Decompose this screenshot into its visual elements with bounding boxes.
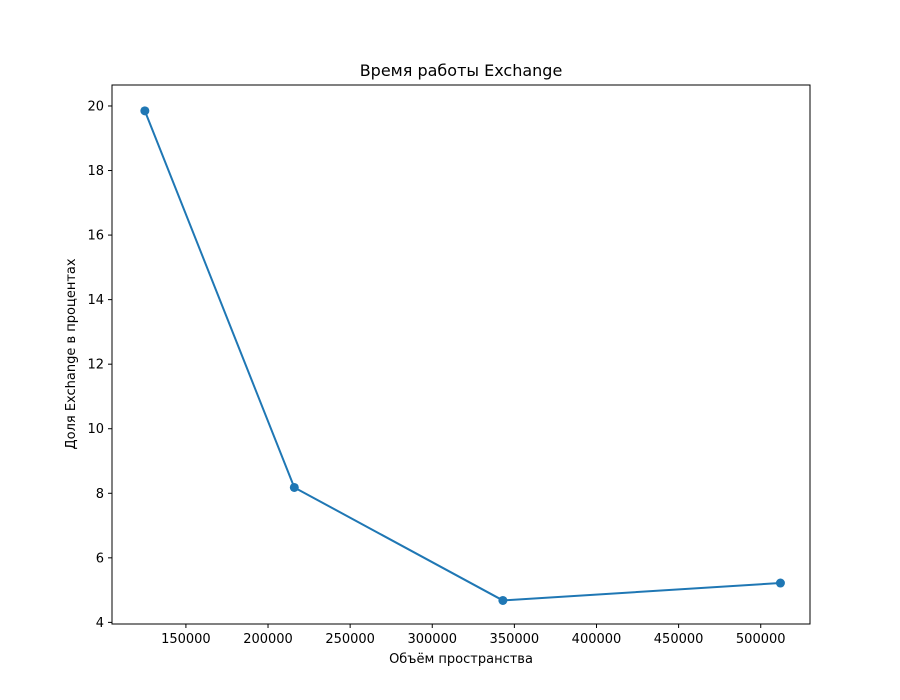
data-point: [289, 482, 299, 492]
x-tick-label: 300000: [407, 632, 457, 647]
x-axis-label: Объём пространства: [389, 652, 533, 667]
series-line: [143, 109, 782, 602]
x-axis-ticks: 150000 200000 250000 300000 350000 400000 4500…: [161, 624, 786, 647]
y-tick-label: 20: [87, 99, 104, 114]
x-tick-label: 150000: [161, 632, 211, 647]
data-point: [498, 595, 508, 605]
x-tick-label: 500000: [736, 632, 786, 647]
x-tick-label: 350000: [490, 632, 540, 647]
y-tick-label: 16: [87, 229, 104, 244]
y-tick-label: 4: [96, 616, 104, 631]
x-tick-label: 200000: [243, 632, 293, 647]
y-axis-ticks: 4 6 8 10 12 14 16 18 20: [87, 99, 112, 631]
y-tick-label: 12: [87, 358, 104, 373]
plot-area-frame: [111, 84, 811, 625]
y-tick-label: 14: [87, 293, 104, 308]
x-tick-label: 450000: [654, 632, 704, 647]
y-tick-label: 8: [96, 487, 104, 502]
x-tick-label: 400000: [572, 632, 622, 647]
y-tick-label: 18: [87, 164, 104, 179]
x-tick-label: 250000: [325, 632, 375, 647]
y-tick-label: 10: [87, 422, 104, 437]
chart-title: Время работы Exchange: [360, 61, 563, 80]
y-axis-label: Доля Exchange в процентах: [64, 258, 79, 449]
data-point: [140, 106, 150, 116]
y-tick-label: 6: [96, 551, 104, 566]
series-layer: [140, 106, 785, 605]
data-point: [775, 578, 785, 588]
